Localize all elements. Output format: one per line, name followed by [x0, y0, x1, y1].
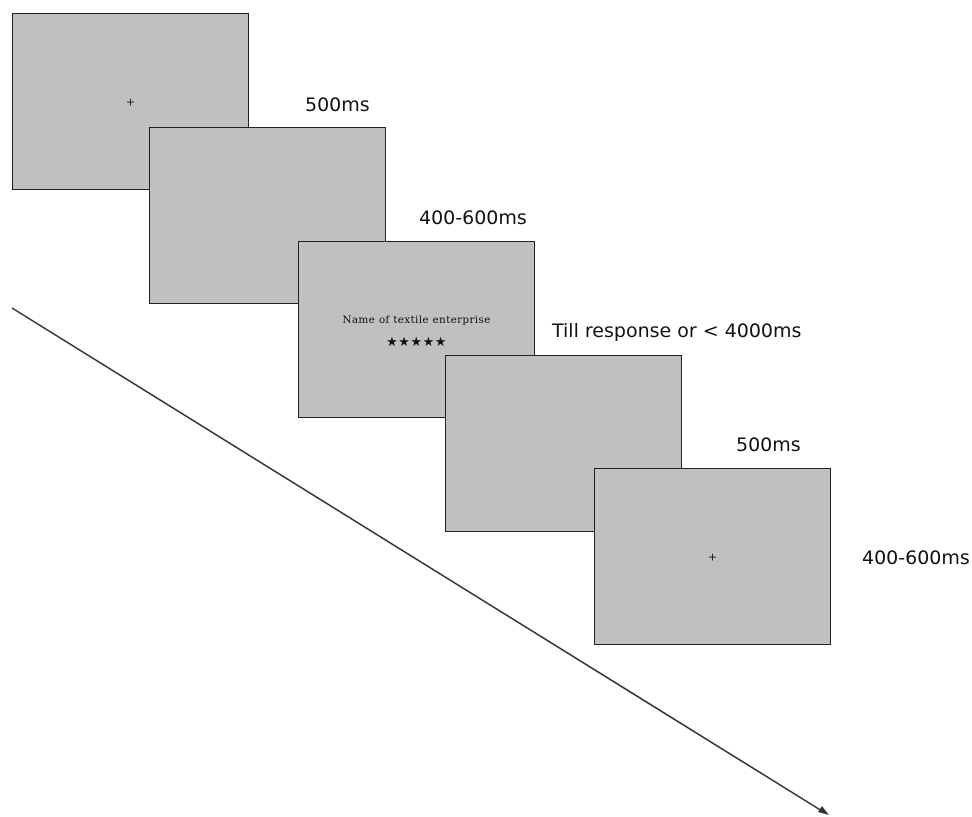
time-axis-arrow-icon — [818, 806, 829, 815]
timing-label-5: 400-600ms — [862, 547, 970, 569]
fixation-cross-icon: + — [707, 550, 718, 563]
timing-label-1: 500ms — [305, 94, 370, 116]
screen-fixation-2: + — [594, 468, 831, 645]
screen-stimulus: Name of textile enterprise ★★★★★ — [298, 241, 535, 418]
timing-label-3: Till response or < 4000ms — [552, 320, 802, 342]
timing-label-2: 400-600ms — [419, 207, 527, 229]
fixation-cross-icon: + — [125, 95, 136, 108]
time-axis-line — [11, 307, 823, 812]
timing-label-4: 500ms — [736, 434, 801, 456]
stimulus-text: Name of textile enterprise — [342, 314, 491, 326]
star-rating-icon: ★★★★★ — [386, 335, 447, 350]
